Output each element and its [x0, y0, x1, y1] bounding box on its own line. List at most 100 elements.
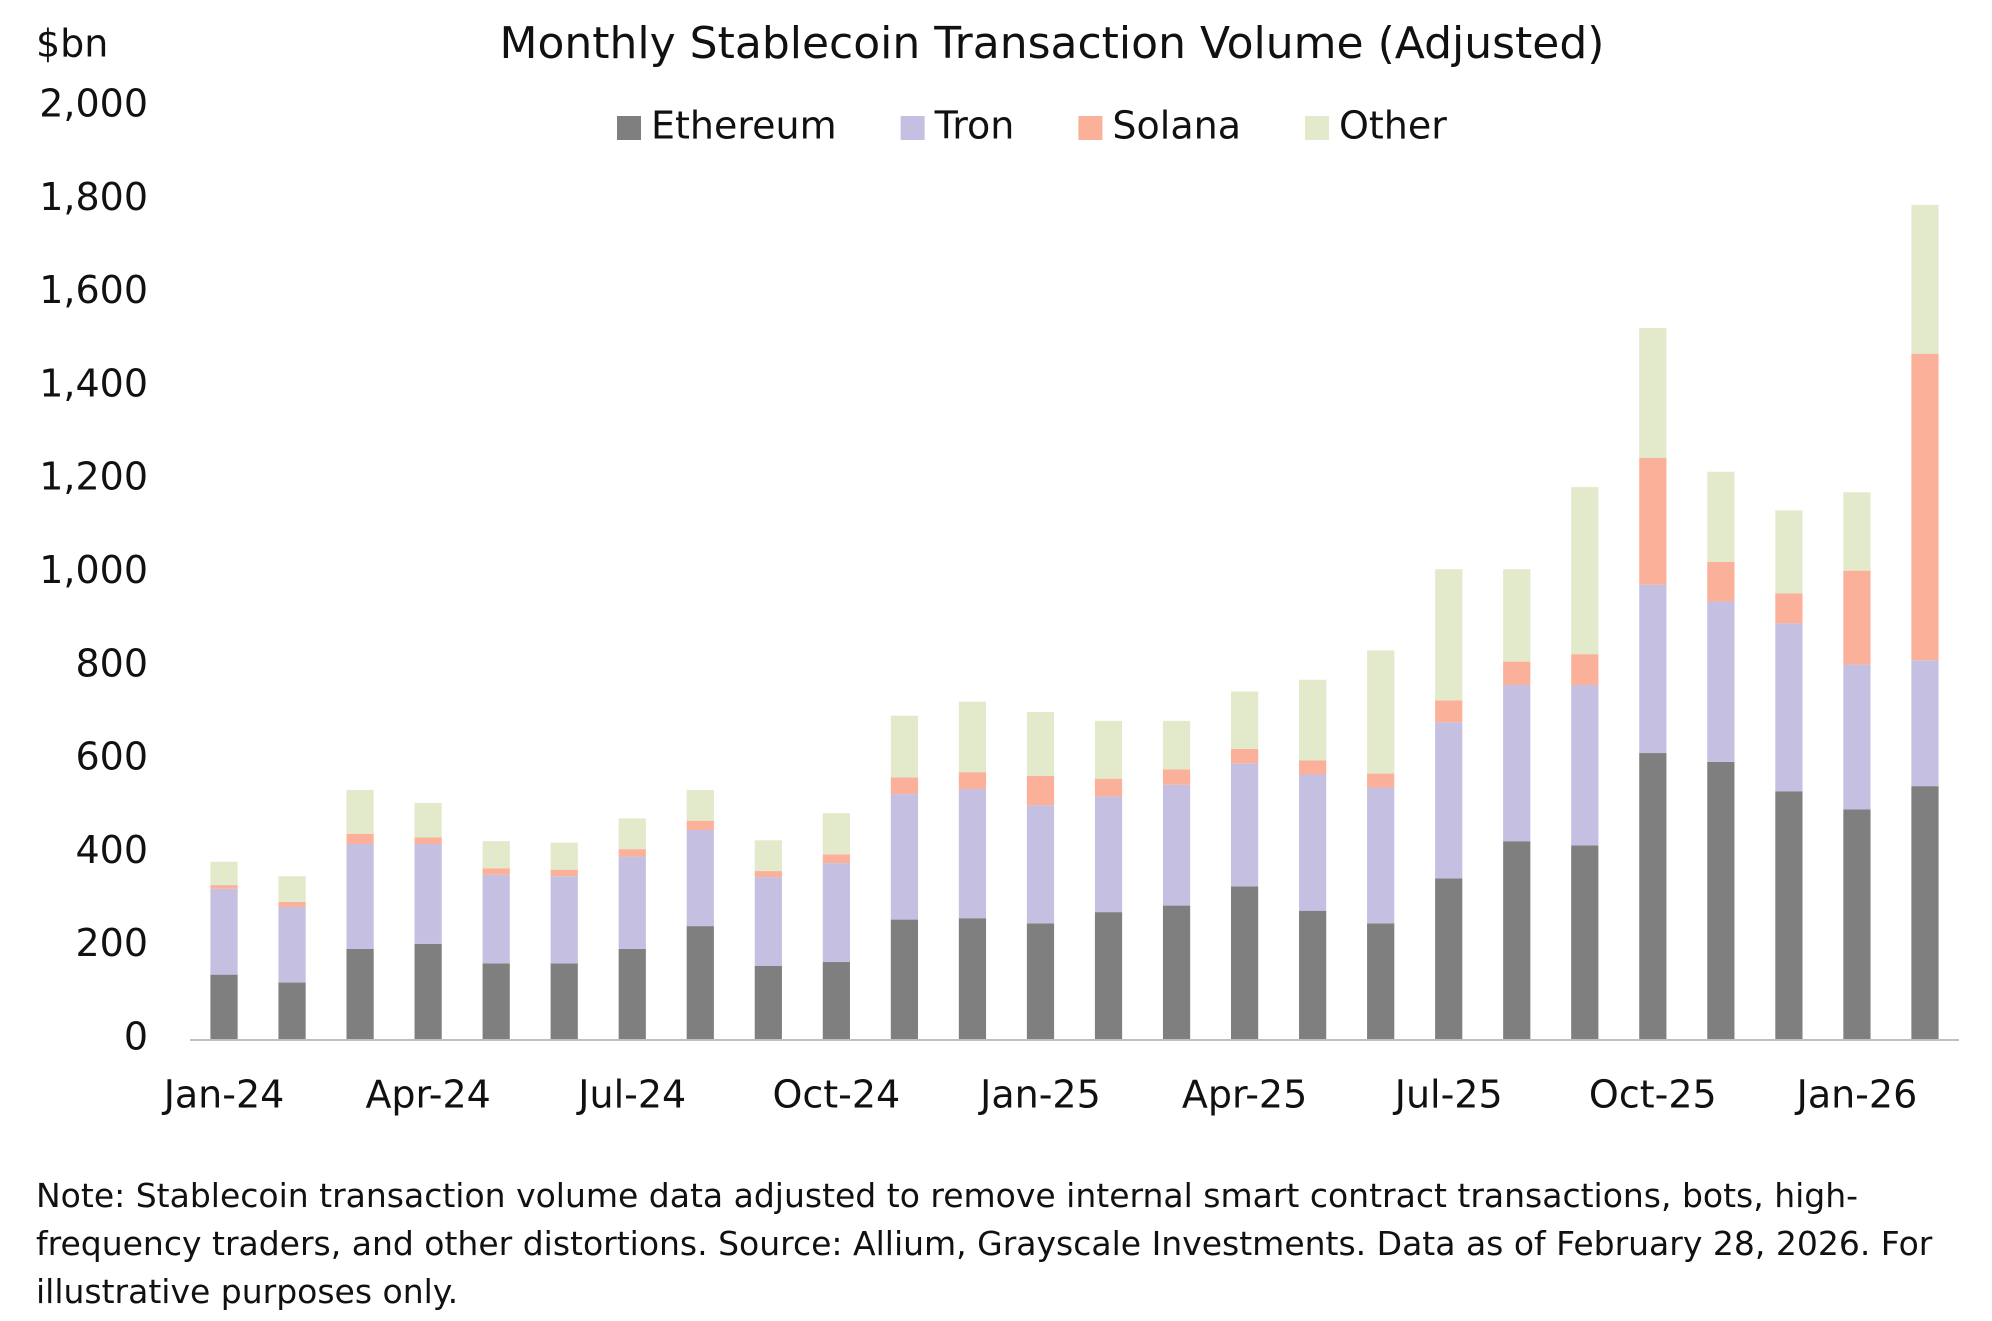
bar-segment — [278, 906, 306, 983]
bar-segment — [618, 856, 646, 949]
bar-segment — [1843, 492, 1871, 571]
bar-segment — [1843, 570, 1871, 665]
legend-label: Ethereum — [651, 104, 837, 148]
bar-segment — [754, 840, 782, 872]
bar-segment — [1162, 784, 1191, 906]
bar-segment — [686, 830, 714, 927]
y-tick-label: 800 — [75, 641, 148, 685]
y-tick-label: 1,400 — [39, 361, 148, 405]
bar-segment — [754, 877, 782, 966]
bar-segment — [414, 837, 442, 845]
x-tick-label: Jan-25 — [978, 1073, 1101, 1117]
bar-segment — [958, 918, 987, 1039]
bar-segment — [1707, 601, 1735, 762]
x-tick-label: Oct-25 — [1589, 1073, 1717, 1117]
y-tick-label: 1,000 — [39, 548, 148, 592]
bar-segment — [1911, 660, 1939, 787]
bar-segment — [890, 715, 919, 778]
y-tick-label: 1,800 — [39, 175, 148, 219]
bar-segment — [1230, 886, 1259, 1039]
x-tick-label: Jan-26 — [1795, 1073, 1918, 1117]
bar-segment — [550, 842, 578, 870]
bar-segment — [1026, 805, 1055, 924]
y-tick-label: 0 — [124, 1015, 148, 1059]
note: Note: Stablecoin transaction volume data… — [36, 1176, 1933, 1311]
bar-segment — [278, 901, 306, 907]
bar-segment — [1435, 700, 1463, 723]
bar-segment — [482, 963, 510, 1039]
chart: $bn Monthly Stablecoin Transaction Volum… — [36, 18, 1959, 1117]
bar-segment — [1299, 760, 1327, 775]
bar-segment — [754, 871, 782, 878]
bar-segment — [1775, 510, 1803, 594]
bar-segment — [754, 965, 782, 1039]
bar-segment — [1639, 328, 1667, 458]
y-tick-label: 400 — [75, 828, 148, 872]
bar-segment — [958, 772, 987, 789]
x-tick-label: Jan-24 — [162, 1073, 285, 1117]
bar-segment — [482, 874, 510, 964]
bar-segment — [958, 701, 987, 773]
bar-segment — [1299, 910, 1327, 1039]
bar-segment — [1299, 774, 1327, 911]
bar-segment — [686, 789, 714, 821]
bar-segment — [346, 833, 374, 845]
bar-segment — [1843, 809, 1871, 1039]
bar-segment — [210, 888, 238, 975]
y-tick-label: 1,600 — [39, 268, 148, 312]
bar-segment — [1162, 720, 1191, 770]
bar-segment — [958, 788, 987, 919]
bar-segment — [1639, 753, 1667, 1039]
legend-swatch — [900, 116, 925, 140]
bar-segment — [278, 982, 306, 1039]
bar-segment — [1571, 684, 1599, 846]
bar-segment — [550, 963, 578, 1039]
chart-title: Monthly Stablecoin Transaction Volume (A… — [500, 18, 1605, 69]
bar-segment — [1435, 878, 1463, 1039]
legend-label: Tron — [934, 104, 1015, 148]
bar-segment — [414, 844, 442, 944]
x-tick-label: Apr-24 — [365, 1073, 490, 1117]
y-axis-label: $bn — [36, 22, 108, 66]
bar-segment — [346, 789, 374, 834]
bar-segment — [550, 876, 578, 964]
legend-label: Solana — [1112, 104, 1241, 148]
bar-segment — [618, 818, 646, 850]
bar-segment — [890, 919, 919, 1039]
bar-segment — [1367, 787, 1395, 924]
x-tick-label: Jul-25 — [1393, 1073, 1503, 1117]
bar-segment — [1435, 722, 1463, 879]
bar-segment — [1503, 841, 1531, 1039]
bar-segment — [822, 863, 850, 963]
bar-segment — [618, 849, 646, 857]
bar-segment — [822, 854, 850, 864]
bar-segment — [1094, 720, 1123, 779]
bar-segment — [618, 948, 646, 1039]
bar-segment — [482, 841, 510, 869]
bar-segment — [890, 794, 919, 920]
bar-segment — [210, 974, 238, 1039]
y-tick-label: 2,000 — [39, 82, 148, 126]
y-tick-label: 200 — [75, 921, 148, 965]
bar-segment — [1911, 786, 1939, 1039]
bar-segment — [1503, 684, 1531, 842]
bar-segment — [1367, 773, 1395, 788]
bar-segment — [1094, 912, 1123, 1039]
bar-segment — [1843, 664, 1871, 810]
bar-segment — [1367, 650, 1395, 774]
bar-segment — [1026, 711, 1055, 776]
bar-segment — [1230, 691, 1259, 749]
bar-segment — [1162, 769, 1191, 785]
bar-segment — [1299, 679, 1327, 761]
bar-segment — [1026, 923, 1055, 1039]
bar-segment — [1503, 569, 1531, 662]
bar-segment — [1026, 775, 1055, 806]
bar-segment — [550, 869, 578, 877]
bar-segment — [1911, 204, 1939, 354]
bar-segment — [1775, 791, 1803, 1039]
legend-swatch — [617, 116, 641, 140]
bar-segment — [1435, 569, 1463, 701]
bar-segment — [346, 948, 374, 1039]
bar-segment — [1094, 796, 1123, 913]
